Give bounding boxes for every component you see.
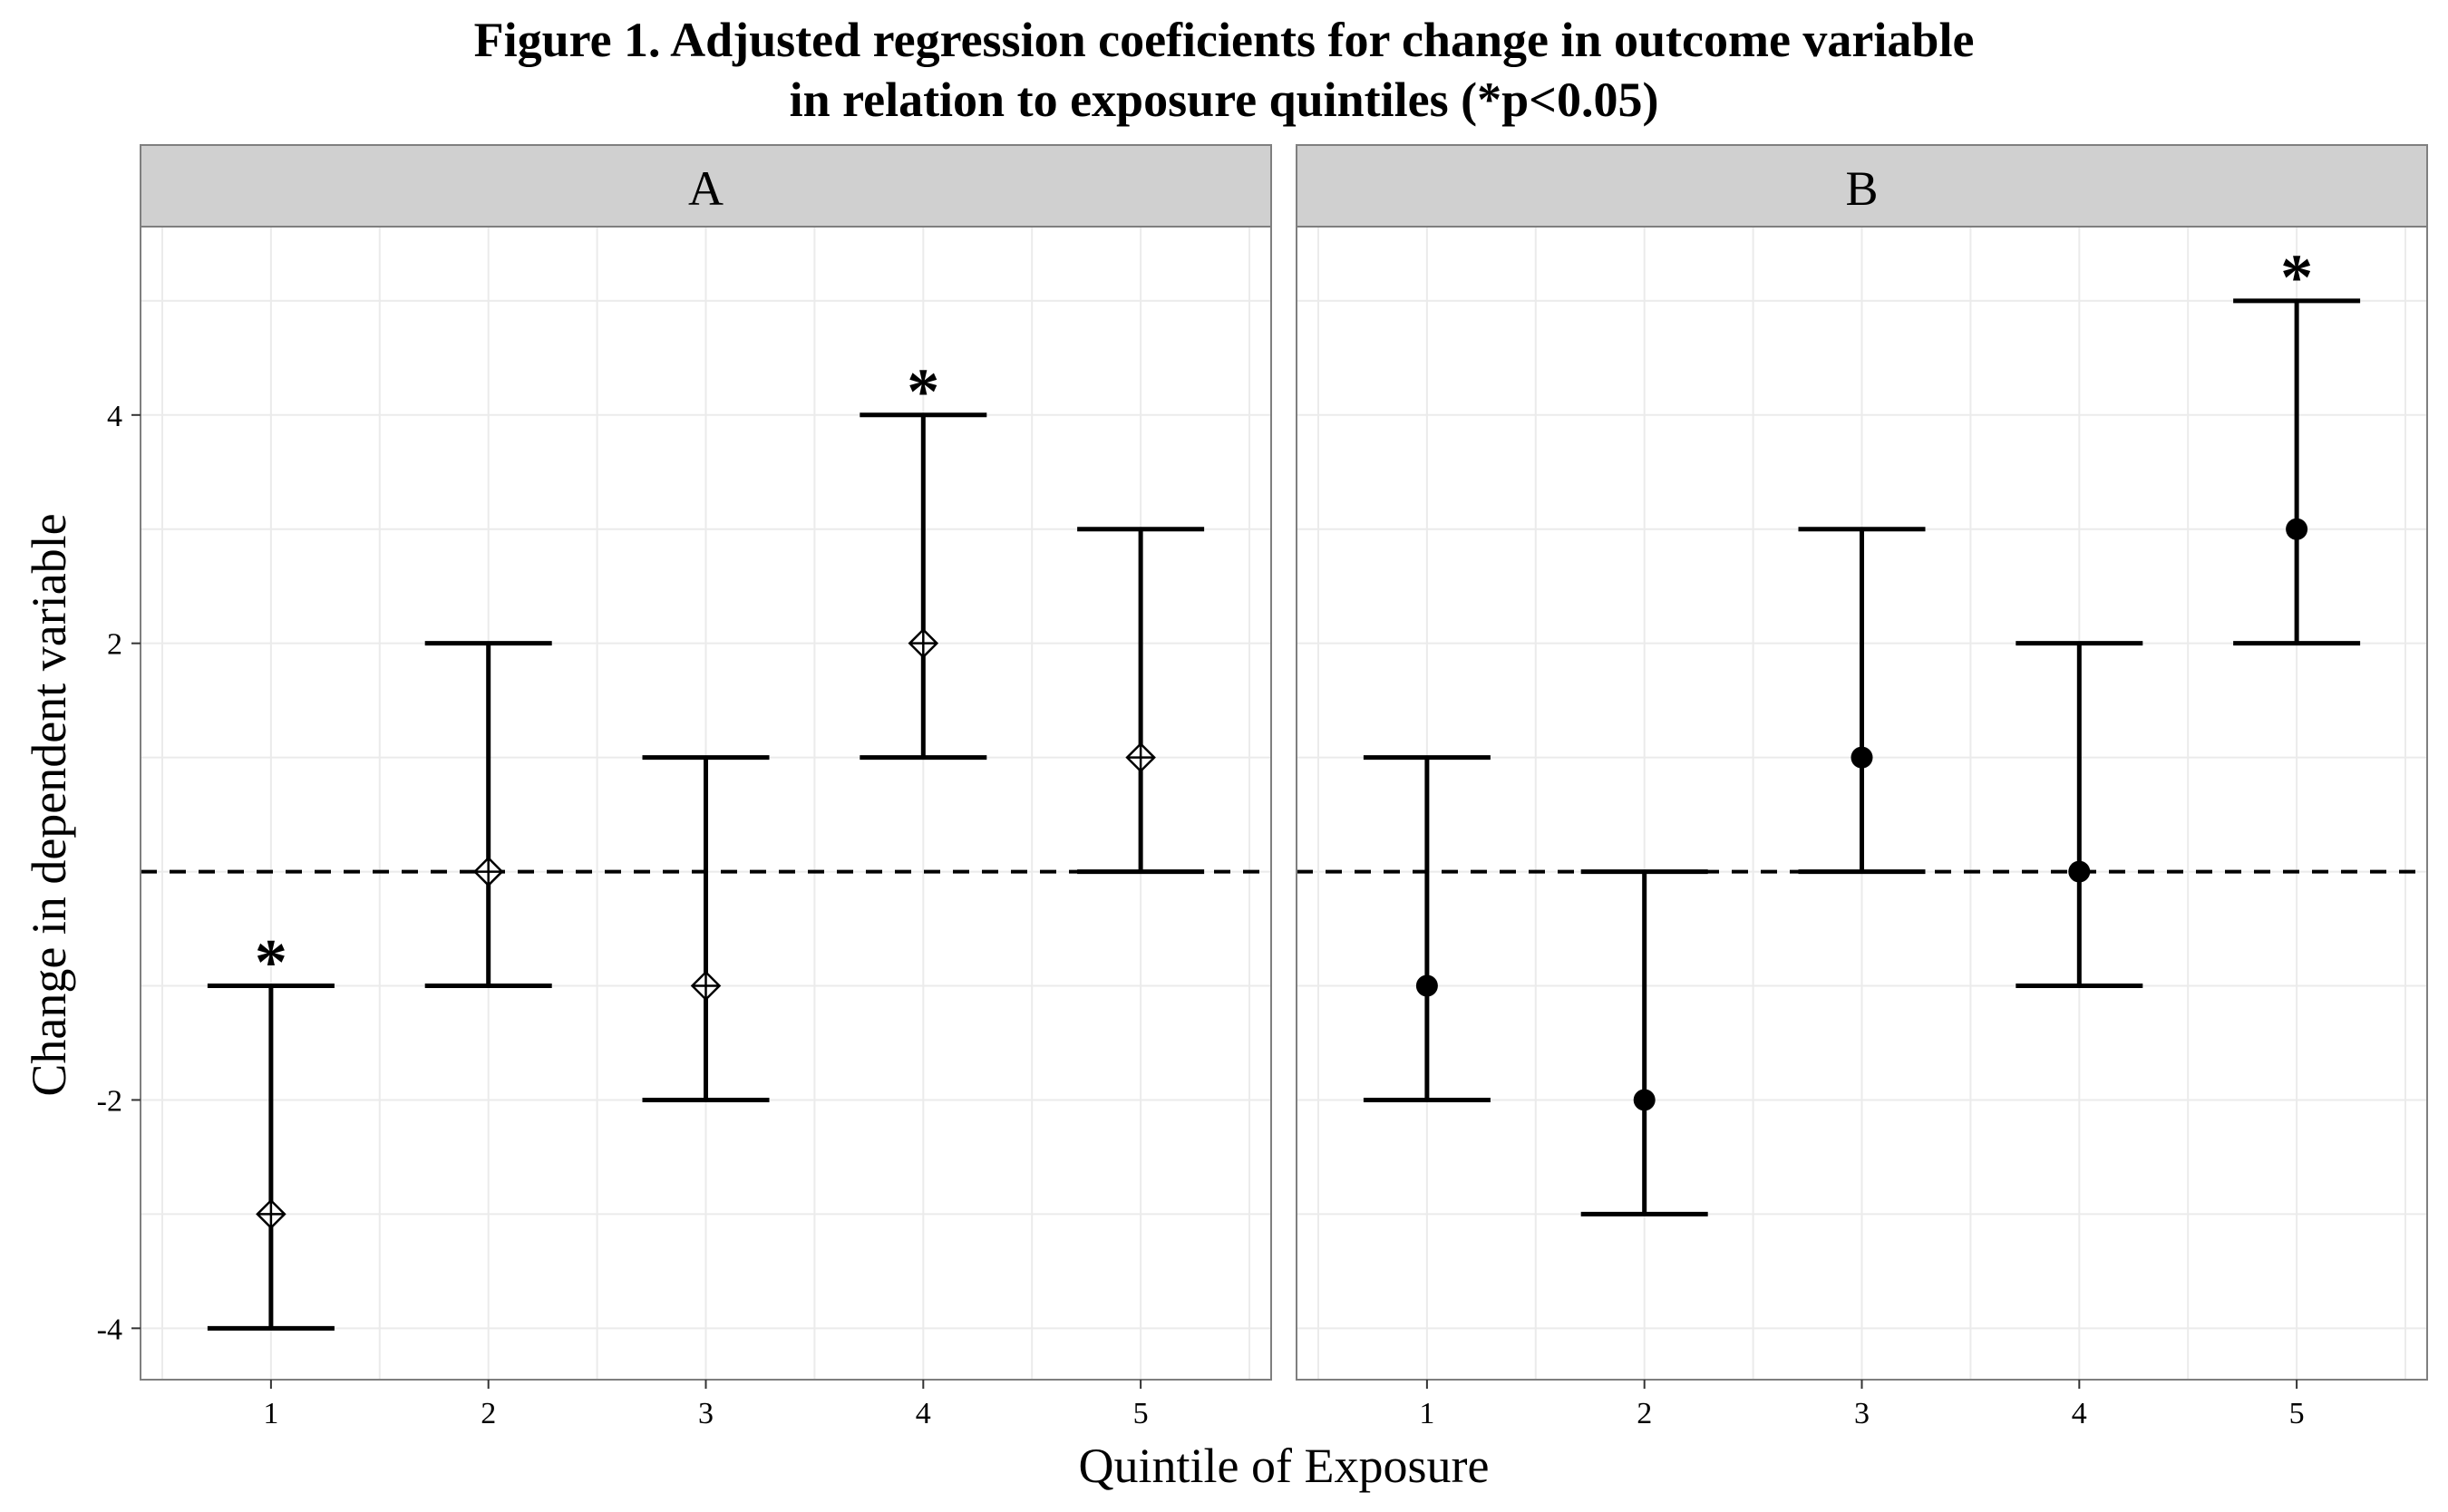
panel-strip-label: B (1845, 161, 1878, 216)
y-tick-label: -2 (97, 1084, 122, 1118)
x-tick-label: 3 (698, 1397, 714, 1430)
errorbar-b-4 (2016, 641, 2143, 989)
errorbar-a-5 (1077, 527, 1205, 875)
panel-strip (140, 144, 1272, 228)
significance-asterisk: * (2280, 241, 2313, 314)
significance-asterisk: * (907, 355, 939, 428)
figure-title-line-1: Figure 1. Adjusted regression coeficient… (474, 13, 1975, 67)
errorbar-b-5: * (2233, 241, 2361, 646)
panels: A * * 1 2 3 4 5 -4 -2 2 4 B * 1 2 3 4 5 (97, 144, 2428, 1430)
errorbar-b-2 (1580, 869, 1708, 1216)
errorbar-b-3 (1798, 527, 1926, 875)
panel-a: A * * 1 2 3 4 5 -4 -2 2 4 (97, 144, 1272, 1430)
x-tick-label: 5 (2289, 1397, 2305, 1430)
y-tick-label: -4 (97, 1313, 122, 1346)
panel-b: B * 1 2 3 4 5 (1296, 144, 2428, 1430)
point-estimate-dot (1633, 1089, 1656, 1111)
figure-title-line-2: in relation to exposure quintiles (*p<0.… (790, 73, 1659, 127)
errorbar-b-1 (1363, 755, 1491, 1102)
x-tick-label: 5 (1133, 1397, 1149, 1430)
point-estimate-dot (1851, 746, 1873, 769)
x-tick-label: 4 (916, 1397, 931, 1430)
panel-strip-label: A (688, 161, 724, 216)
y-tick-label: 2 (107, 628, 122, 662)
x-axis-title: Quintile of Exposure (1079, 1439, 1490, 1493)
y-tick-label: 4 (107, 400, 122, 433)
point-estimate-dot (1415, 974, 1438, 997)
y-axis-title: Change in dependent variable (22, 513, 76, 1096)
x-tick-label: 1 (263, 1397, 278, 1430)
x-tick-label: 2 (1637, 1397, 1652, 1430)
point-estimate-dot (2286, 518, 2308, 540)
x-tick-label: 1 (1419, 1397, 1434, 1430)
point-estimate-dot (2068, 860, 2091, 883)
significance-asterisk: * (255, 926, 287, 999)
x-tick-label: 4 (2072, 1397, 2087, 1430)
x-tick-label: 3 (1854, 1397, 1870, 1430)
errorbar-a-4: * (860, 355, 987, 761)
errorbar-a-2 (424, 641, 552, 989)
x-tick-label: 2 (481, 1397, 496, 1430)
errorbar-a-1: * (207, 926, 335, 1331)
errorbar-a-3 (642, 755, 770, 1102)
